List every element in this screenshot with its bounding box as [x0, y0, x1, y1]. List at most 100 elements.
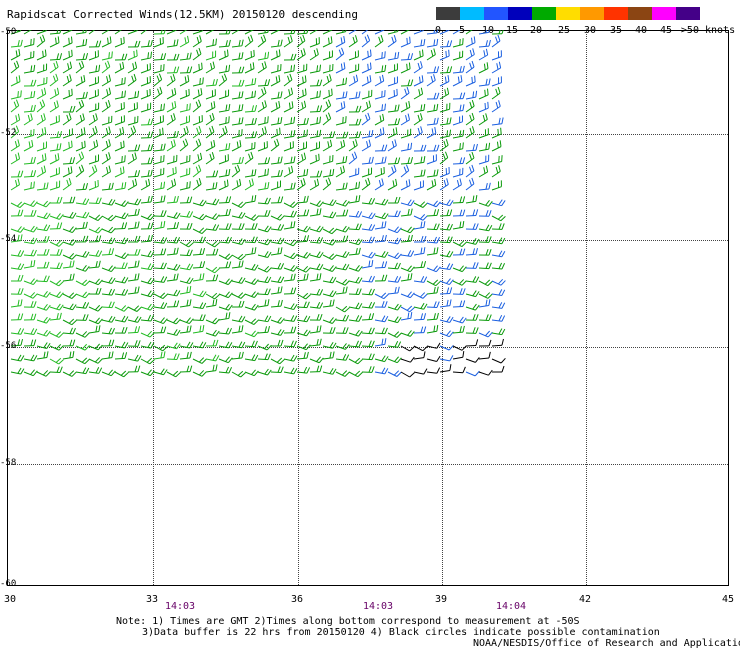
wind-barb	[439, 75, 450, 87]
wind-barb	[400, 226, 415, 234]
wind-barb	[231, 300, 245, 308]
wind-barb	[374, 64, 387, 74]
wind-barb	[62, 339, 76, 347]
wind-barb	[88, 154, 100, 165]
wind-barb	[218, 291, 233, 299]
wind-barb	[413, 201, 428, 208]
wind-barb	[231, 140, 242, 152]
wind-barb	[348, 151, 358, 165]
wind-barb	[491, 223, 505, 230]
wind-barb	[361, 100, 372, 113]
wind-barb	[36, 248, 50, 256]
wind-barb	[491, 76, 502, 87]
wind-barb	[166, 30, 177, 35]
wind-barb	[452, 279, 467, 286]
wind-barb	[270, 156, 283, 165]
wind-barb	[179, 35, 190, 48]
wind-barb	[192, 213, 207, 221]
wind-barb	[478, 330, 493, 338]
wind-barb	[114, 36, 125, 48]
wind-barb	[244, 354, 259, 362]
wind-barb	[452, 75, 463, 87]
wind-barb	[140, 290, 155, 298]
wind-barb	[50, 196, 63, 204]
wind-barb	[452, 196, 466, 204]
wind-barb	[244, 291, 259, 298]
wind-barb	[140, 157, 154, 165]
wind-barb	[439, 263, 454, 270]
wind-barb	[400, 371, 415, 378]
wind-barb	[75, 331, 90, 338]
wind-barb	[309, 208, 322, 217]
wind-barb	[296, 88, 307, 100]
wind-barb	[361, 251, 376, 259]
lat-label: -52	[0, 128, 17, 138]
wind-barb	[465, 370, 480, 377]
wind-barb	[62, 61, 73, 74]
wind-barb	[49, 213, 64, 220]
wind-barb	[439, 355, 454, 362]
wind-barb	[10, 170, 24, 178]
wind-barb	[465, 290, 480, 298]
wind-barb	[166, 289, 181, 297]
wind-barb	[49, 279, 64, 287]
wind-barb	[426, 236, 440, 244]
wind-barb	[23, 104, 36, 113]
wind-barb	[348, 302, 363, 310]
wind-barb	[270, 213, 285, 221]
wind-barb	[153, 64, 165, 74]
wind-barb	[478, 88, 489, 100]
wind-barb	[413, 345, 428, 352]
wind-barb	[387, 127, 398, 139]
wind-barb	[322, 367, 337, 375]
wind-barb	[374, 338, 387, 347]
wind-barb	[10, 125, 20, 139]
wind-barb	[153, 248, 167, 256]
wind-barb	[439, 167, 450, 178]
wind-barb	[166, 139, 176, 152]
wind-barb	[140, 63, 151, 74]
wind-barb	[400, 113, 411, 126]
legend-swatch	[628, 7, 652, 20]
wind-barb	[478, 78, 491, 87]
wind-barb	[283, 156, 296, 165]
wind-barb	[491, 34, 501, 48]
wind-barb	[127, 49, 138, 61]
wind-barb	[257, 182, 270, 191]
time-label: 14:04	[495, 601, 527, 612]
wind-barb	[348, 370, 363, 378]
wind-barb	[257, 343, 272, 351]
wind-barb	[322, 74, 332, 87]
wind-barb	[400, 128, 412, 139]
wind-barb	[62, 273, 75, 282]
wind-barb	[192, 314, 206, 322]
wind-barb	[192, 227, 207, 235]
wind-barb	[101, 198, 116, 206]
wind-barb	[114, 126, 125, 139]
wind-barb	[322, 351, 335, 360]
legend-swatch	[580, 7, 604, 20]
wind-barb	[36, 275, 50, 283]
wind-barb	[426, 126, 437, 139]
wind-barb	[10, 99, 20, 113]
wind-barb	[257, 79, 271, 87]
wind-barb	[218, 126, 228, 139]
wind-barb	[309, 79, 323, 87]
wind-barb	[140, 341, 155, 349]
wind-barb	[127, 125, 137, 139]
wind-barb	[270, 138, 280, 152]
wind-barb	[322, 131, 336, 139]
wind-barb	[335, 305, 350, 313]
wind-barb	[452, 240, 467, 248]
wind-barb	[218, 366, 233, 374]
wind-barb	[491, 302, 506, 309]
wind-barb	[257, 210, 271, 217]
wind-barb	[153, 143, 166, 152]
wind-barb	[244, 49, 255, 61]
wind-barb	[75, 60, 85, 74]
wind-barb	[361, 156, 374, 165]
wind-barb	[426, 74, 436, 87]
wind-barb	[101, 87, 112, 100]
wind-barb	[218, 327, 232, 335]
wind-barb	[140, 178, 151, 191]
